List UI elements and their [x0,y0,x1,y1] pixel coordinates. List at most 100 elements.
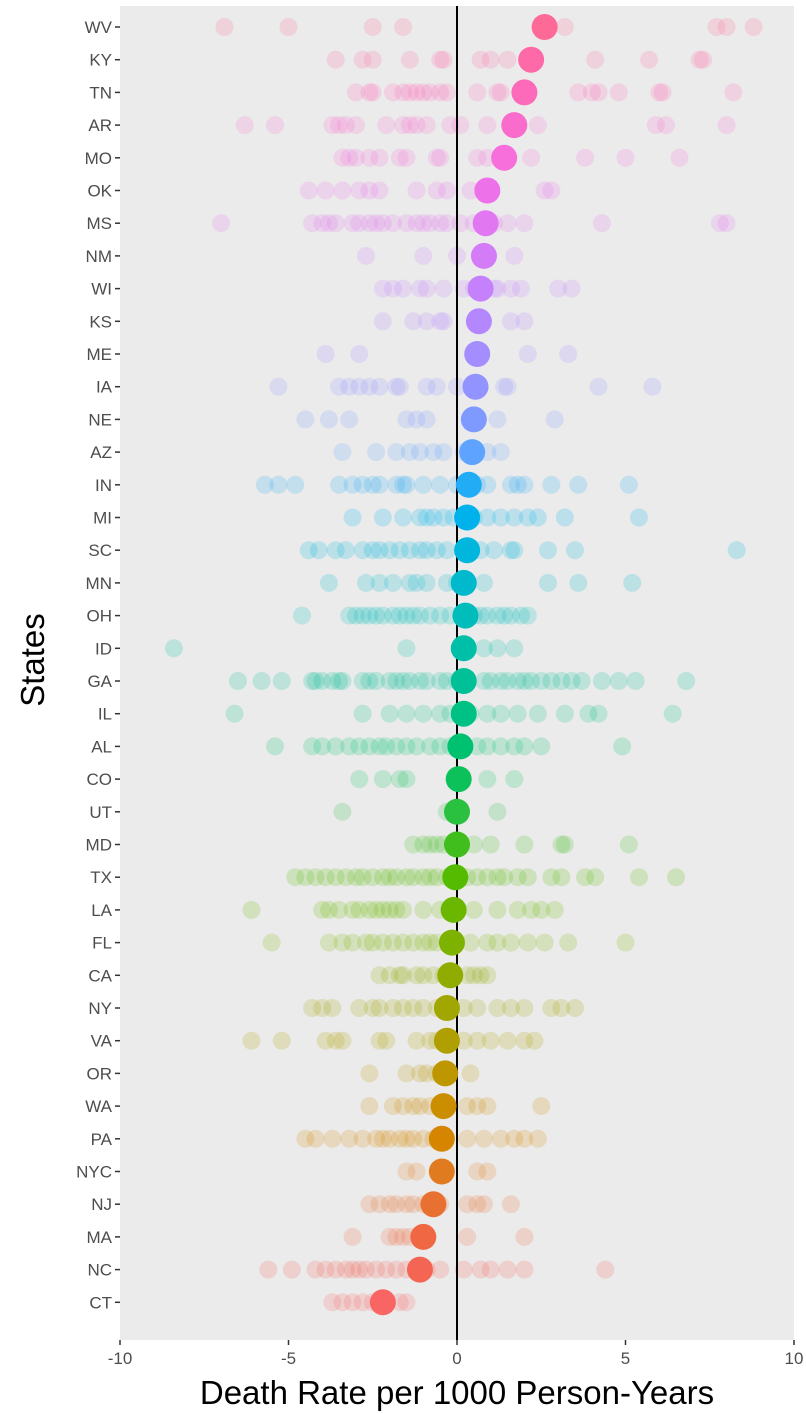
individual-point [677,672,696,690]
individual-point [555,835,574,854]
individual-point [400,672,419,690]
individual-point [417,1064,436,1083]
individual-point [383,573,402,592]
individual-point [390,148,409,167]
individual-point [501,475,520,494]
individual-point [404,606,423,625]
individual-point [650,83,669,102]
individual-point [326,541,345,560]
individual-point [609,83,628,102]
individual-point [380,900,399,919]
y-tick-label: NYC [76,1163,112,1182]
state-estimate-point [511,79,538,106]
x-tick-label: 5 [621,1349,630,1368]
individual-point [299,541,318,560]
individual-point [710,214,729,233]
individual-point [619,835,638,854]
individual-point [353,704,372,723]
individual-point [363,933,382,952]
individual-point [464,835,483,854]
state-estimate-point [437,962,464,989]
individual-point [390,1129,409,1148]
y-tick-label: IA [96,378,113,397]
individual-point [370,966,389,985]
individual-point [538,573,557,592]
individual-point [316,868,335,887]
y-tick-label: AZ [90,443,112,462]
individual-point [646,116,665,135]
individual-point [616,148,635,167]
state-estimate-point [450,569,477,596]
individual-point [619,475,638,494]
individual-point [437,541,456,560]
individual-point [397,148,416,167]
individual-point [552,835,571,854]
individual-point [343,933,362,952]
y-tick-label: WA [85,1097,112,1116]
individual-point [400,443,419,462]
individual-point [394,1227,413,1246]
y-tick-label: WI [91,280,112,299]
state-estimate-point [455,471,482,498]
individual-point [690,50,709,69]
individual-points-layer [164,18,763,1312]
individual-point [394,933,413,952]
individual-point [357,573,376,592]
individual-point [387,475,406,494]
individual-point [515,1260,534,1279]
individual-point [373,606,392,625]
individual-point [491,508,510,527]
individual-point [323,999,342,1017]
individual-point [316,1031,335,1050]
individual-point [296,868,315,887]
individual-point [488,802,507,821]
y-tick-label: AL [91,737,112,756]
individual-point [397,1064,416,1083]
individual-point [346,868,365,887]
individual-point [306,1129,325,1148]
individual-point [427,868,446,887]
individual-point [417,573,436,592]
individual-point [461,933,480,952]
individual-point [508,672,527,690]
individual-point [279,18,298,36]
individual-point [545,900,564,919]
individual-point [555,18,574,36]
individual-point [306,672,325,690]
individual-point [407,214,426,233]
individual-point [515,835,534,854]
individual-point [164,639,183,658]
individual-point [370,181,389,200]
individual-point [350,770,369,789]
individual-point [501,1195,520,1214]
individual-point [404,835,423,854]
individual-point [414,83,433,102]
individual-point [407,410,426,429]
individual-point [596,1260,615,1279]
individual-point [421,83,440,102]
y-tick-label: OH [87,607,113,626]
individual-point [383,214,402,233]
individual-point [488,900,507,919]
individual-point [552,868,571,887]
individual-point [400,50,419,69]
individual-point [363,18,382,36]
individual-point [437,573,456,592]
individual-point [330,900,349,919]
individual-point [488,933,507,952]
individual-point [407,573,426,592]
individual-point [323,672,342,690]
individual-point [242,1031,261,1050]
individual-point [400,541,419,560]
individual-point [434,312,453,331]
y-tick-label: MN [86,574,112,593]
individual-point [431,737,450,756]
individual-point [407,1162,426,1181]
individual-point [259,1260,278,1279]
individual-point [481,50,500,69]
individual-point [397,214,416,233]
individual-point [508,475,527,494]
individual-point [478,475,497,494]
individual-point [343,508,362,527]
